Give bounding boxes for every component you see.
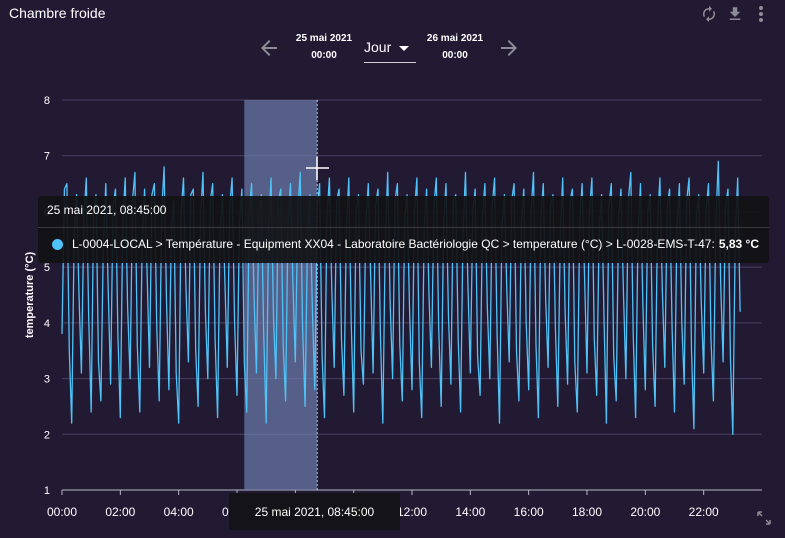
crosshair-x-label: 25 mai 2021, 08:45:00 [229, 493, 400, 530]
expand-icon[interactable] [756, 510, 772, 526]
series-color-dot [52, 239, 63, 250]
tooltip-divider [38, 227, 769, 228]
x-tick-label: 02:00 [105, 505, 135, 519]
x-tick-label: 00:00 [47, 505, 77, 519]
x-tick-label: 04:00 [164, 505, 194, 519]
y-tick-label: 5 [44, 262, 50, 274]
crosshair-cursor [306, 157, 329, 180]
x-tick-label: 12:00 [397, 505, 427, 519]
x-tick-label: 18:00 [572, 505, 602, 519]
tooltip-series-label: L-0004-LOCAL > Température - Equipment X… [72, 237, 715, 251]
period-select[interactable]: Jour [364, 37, 416, 63]
previous-period-icon[interactable] [257, 36, 281, 60]
x-tick-label: 20:00 [630, 505, 660, 519]
y-tick-label: 4 [44, 318, 50, 330]
start-date: 25 mai 2021 [295, 33, 353, 44]
end-time: 00:00 [442, 50, 468, 61]
selection-band[interactable] [244, 100, 318, 490]
date-navigator: 25 mai 2021 00:00 Jour 26 mai 2021 00:00 [257, 30, 527, 70]
x-tick-label: 16:00 [514, 505, 544, 519]
caret-down-icon [399, 46, 409, 51]
period-value: Jour [364, 39, 392, 55]
start-datetime[interactable]: 25 mai 2021 00:00 [290, 30, 358, 64]
series-line [61, 160, 741, 435]
page-title: Chambre froide [9, 5, 106, 21]
y-axis-label: temperature (°C) [24, 252, 36, 339]
x-tick-label: 22:00 [689, 505, 719, 519]
start-time: 00:00 [311, 50, 337, 61]
download-icon[interactable] [725, 4, 745, 24]
more-vertical-icon[interactable] [751, 4, 771, 24]
tooltip-value: 5,83 °C [718, 237, 759, 251]
y-tick-label: 3 [44, 374, 50, 386]
chart-tooltip: 25 mai 2021, 08:45:00 L-0004-LOCAL > Tem… [38, 196, 769, 263]
x-tick-label: 14:00 [455, 505, 485, 519]
y-tick-label: 2 [44, 429, 50, 441]
y-tick-label: 7 [44, 151, 50, 163]
y-tick-label: 1 [44, 485, 50, 497]
tooltip-datetime: 25 mai 2021, 08:45:00 [47, 203, 167, 217]
next-period-icon[interactable] [497, 36, 521, 60]
end-date: 26 mai 2021 [426, 33, 484, 44]
y-tick-label: 8 [44, 95, 50, 107]
refresh-icon[interactable] [699, 4, 719, 24]
toolbar [699, 4, 771, 24]
end-datetime[interactable]: 26 mai 2021 00:00 [421, 30, 489, 64]
